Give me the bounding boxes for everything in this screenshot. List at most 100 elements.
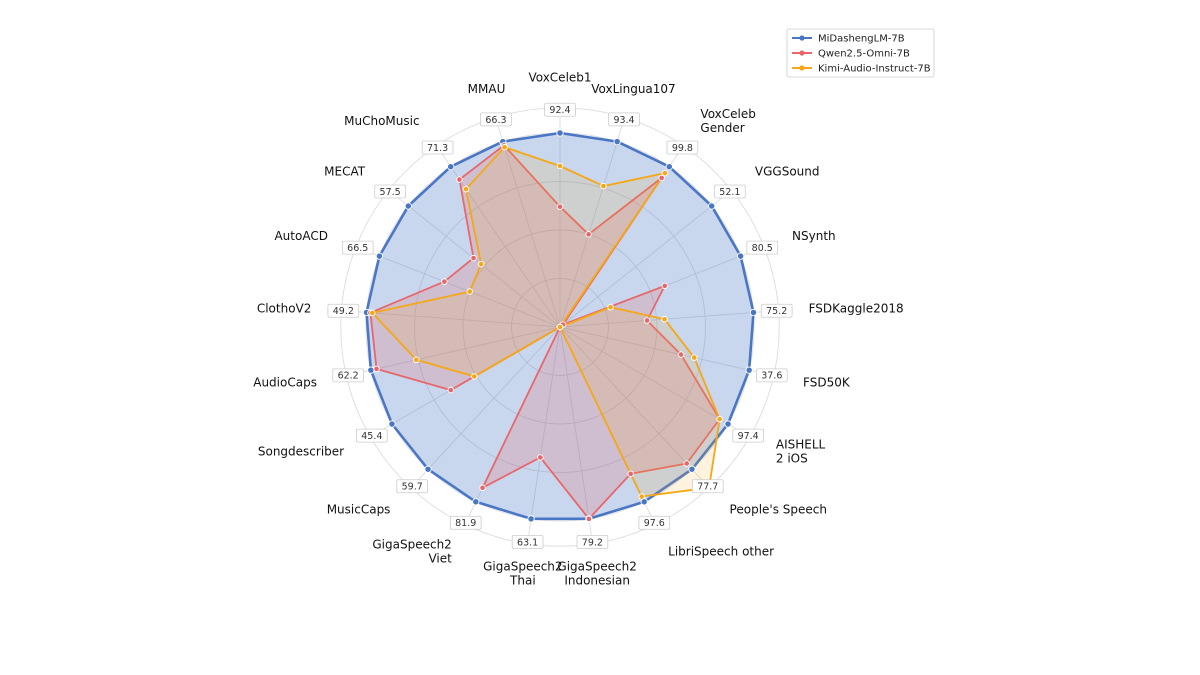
axis-value-label: 37.6 bbox=[761, 371, 782, 382]
series-point-1 bbox=[677, 351, 685, 358]
series-point-0 bbox=[724, 420, 732, 428]
axis-value-label: 62.2 bbox=[338, 371, 359, 382]
axis-label: VGGSound bbox=[755, 165, 820, 179]
grid-spoke bbox=[559, 326, 594, 544]
series-point-2 bbox=[471, 373, 478, 380]
axis-value-label: 71.3 bbox=[427, 143, 448, 154]
grid-spoke bbox=[494, 117, 561, 328]
legend-label: Qwen2.5-Omni-7B bbox=[818, 49, 910, 60]
series-point-0 bbox=[375, 252, 384, 260]
axis-label: ClothoV2 bbox=[257, 301, 312, 315]
series-point-2 bbox=[369, 309, 376, 317]
series-point-1 bbox=[479, 484, 486, 492]
axis-value-box: 80.5 bbox=[746, 240, 779, 255]
axis-value-box: 66.5 bbox=[341, 240, 374, 255]
series-point-2 bbox=[413, 356, 420, 364]
series-point-0 bbox=[472, 498, 480, 506]
series-point-2 bbox=[477, 260, 485, 268]
axis-value-label: 45.4 bbox=[361, 431, 382, 442]
axis-value-label: 97.6 bbox=[644, 518, 665, 529]
axis-label: MuChoMusic bbox=[344, 114, 419, 128]
axis-label: VoxCeleb1 bbox=[528, 71, 591, 85]
axis-value-box: 63.1 bbox=[511, 534, 544, 549]
axis-label: People's Speech bbox=[730, 503, 827, 517]
axis-label: LibriSpeech other bbox=[668, 545, 774, 559]
axis-value-label: 81.9 bbox=[455, 518, 476, 529]
axis-label: MusicCaps bbox=[327, 503, 391, 517]
axis-value-label: 49.2 bbox=[333, 306, 354, 317]
axis-value-box: 49.2 bbox=[327, 303, 360, 318]
grid-spoke bbox=[559, 189, 732, 328]
axis-label: AutoACD bbox=[274, 229, 327, 243]
series-point-0 bbox=[367, 366, 375, 374]
legend-label: MiDashengLM-7B bbox=[818, 34, 905, 45]
axis-value-box: 57.5 bbox=[374, 184, 406, 199]
series-point-2 bbox=[556, 323, 564, 331]
series-point-2 bbox=[600, 182, 607, 190]
grid-spoke bbox=[355, 246, 561, 328]
series-point-0 bbox=[688, 465, 696, 473]
series-point-0 bbox=[447, 163, 455, 171]
axis-label: AudioCaps bbox=[253, 375, 317, 389]
series-point-2 bbox=[716, 415, 723, 423]
axis-label: VoxLingua107 bbox=[591, 82, 675, 96]
grid-spoke bbox=[346, 326, 561, 377]
grid-spoke bbox=[559, 117, 626, 328]
series-point-0 bbox=[613, 137, 621, 146]
axis-label: GigaSpeech2 Thai bbox=[483, 560, 562, 588]
legend-entry: Kimi-Audio-Instruct-7B bbox=[792, 64, 931, 75]
series-point-0 bbox=[745, 366, 753, 374]
axis-value-box: 45.4 bbox=[356, 428, 388, 443]
axis-value-box: 66.3 bbox=[480, 112, 512, 127]
axis-value-box: 37.6 bbox=[756, 368, 788, 383]
series-point-1 bbox=[556, 203, 564, 210]
axis-value-box: 97.6 bbox=[638, 515, 671, 530]
series-point-2 bbox=[607, 303, 614, 311]
axis-label: FSD50K bbox=[803, 375, 851, 389]
series-point-1 bbox=[683, 460, 690, 467]
axis-value-label: 79.2 bbox=[582, 537, 603, 548]
legend-box bbox=[786, 28, 935, 78]
series-point-0 bbox=[404, 202, 412, 210]
legend: MiDashengLM-7B Qwen2.5-Omni-7B Kimi-Audio-… bbox=[786, 28, 935, 78]
legend-entry: MiDashengLM-7B bbox=[792, 34, 905, 45]
legend-marker bbox=[799, 35, 805, 41]
grid-spoke bbox=[559, 326, 774, 377]
grid-spoke bbox=[526, 326, 561, 544]
series-point-0 bbox=[527, 515, 535, 523]
axis-label: VoxCeleb Gender bbox=[700, 107, 755, 135]
axis-value-box: 97.4 bbox=[732, 428, 764, 443]
axis-label: NSynth bbox=[792, 229, 836, 243]
axis-label: MMAU bbox=[468, 82, 506, 96]
series-point-1 bbox=[643, 317, 651, 324]
grid-spoke bbox=[410, 326, 561, 489]
series-point-2 bbox=[661, 169, 669, 177]
axis-value-label: 63.1 bbox=[517, 537, 538, 548]
axis-label: GigaSpeech2 Viet bbox=[372, 538, 452, 566]
radar-series bbox=[362, 129, 758, 523]
series-point-1 bbox=[585, 231, 592, 238]
series-point-1 bbox=[661, 282, 668, 290]
series-point-1 bbox=[585, 515, 593, 523]
axis-value-label: 99.8 bbox=[672, 143, 693, 154]
legend-label: Kimi-Audio-Instruct-7B bbox=[818, 64, 931, 75]
series-area-1 bbox=[369, 144, 721, 520]
axis-value-box: 52.1 bbox=[714, 184, 746, 199]
axis-label: Songdescriber bbox=[258, 445, 344, 459]
axis-label: FSDKaggle2018 bbox=[809, 301, 904, 315]
axis-label: MECAT bbox=[324, 165, 366, 179]
legend-marker bbox=[799, 65, 805, 71]
series-point-1 bbox=[658, 174, 665, 182]
axis-value-box: 75.2 bbox=[760, 303, 793, 318]
grid-spoke bbox=[559, 310, 779, 328]
series-point-1 bbox=[627, 470, 634, 478]
series-point-2 bbox=[661, 315, 668, 323]
series-point-2 bbox=[691, 354, 698, 361]
grid-spoke bbox=[341, 310, 561, 328]
axis-value-label: 92.4 bbox=[549, 105, 570, 116]
grid-spoke bbox=[559, 326, 710, 489]
series-point-0 bbox=[736, 252, 745, 260]
legend-marker bbox=[799, 50, 805, 56]
axis-value-label: 66.3 bbox=[485, 115, 506, 126]
